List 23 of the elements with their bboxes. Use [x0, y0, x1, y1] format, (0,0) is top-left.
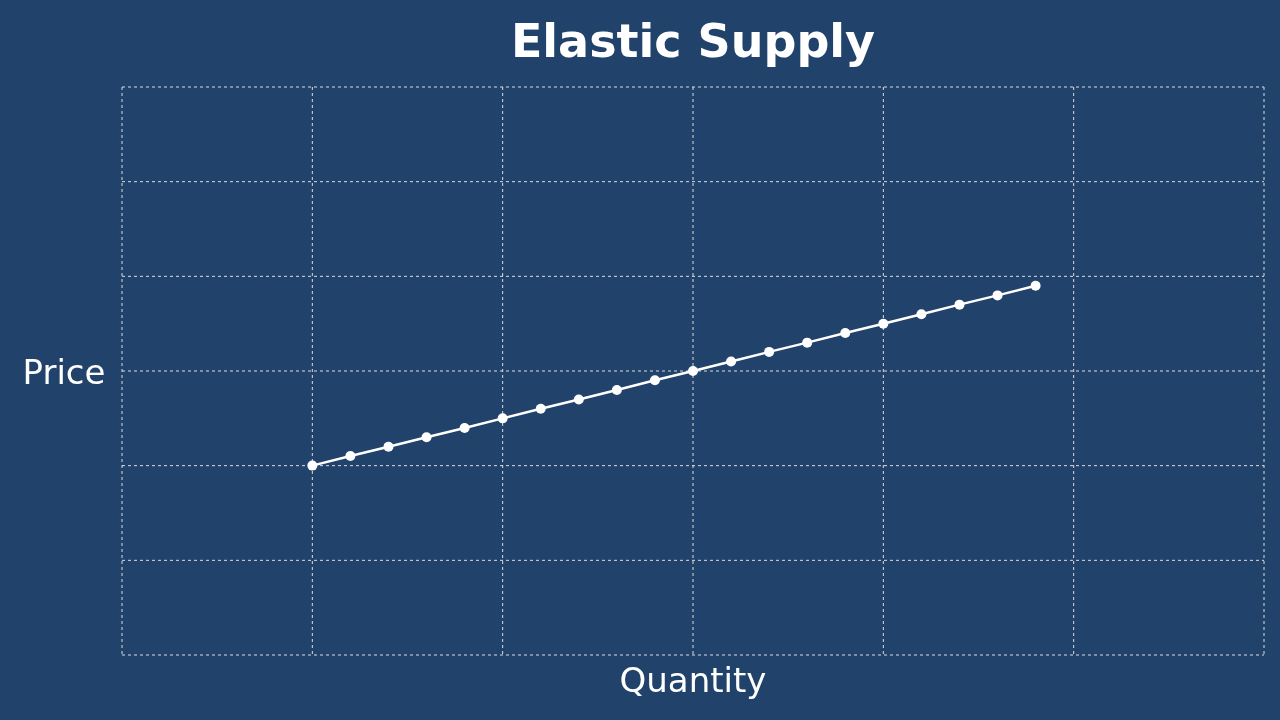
point: [535, 403, 546, 414]
point: [573, 394, 584, 405]
point: [688, 366, 698, 377]
point: [611, 384, 622, 395]
point: [764, 346, 775, 357]
point: [345, 451, 356, 461]
point: [649, 375, 660, 386]
point: [726, 356, 737, 367]
point: [421, 432, 432, 443]
point: [383, 441, 394, 452]
point: [497, 413, 508, 424]
y-axis-title: Price: [21, 352, 107, 392]
point: [840, 328, 851, 339]
point: [802, 337, 813, 348]
point: [916, 309, 927, 320]
point: [992, 290, 1003, 301]
point: [878, 318, 889, 329]
point: [954, 299, 965, 310]
chart-title: Elastic Supply: [509, 14, 877, 68]
x-axis-title: Quantity: [618, 660, 768, 700]
point: [459, 422, 470, 433]
point: [307, 460, 318, 471]
point: [1030, 280, 1041, 291]
